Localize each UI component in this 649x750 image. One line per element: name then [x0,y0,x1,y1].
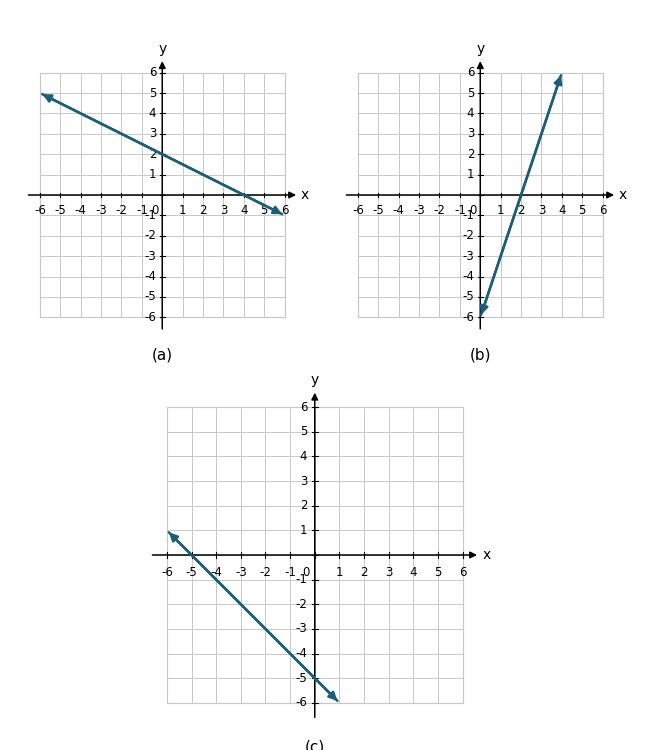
Text: 3: 3 [385,566,393,579]
Bar [167,407,463,703]
Text: 4: 4 [467,107,474,120]
Text: 1: 1 [300,524,308,537]
Text: 5: 5 [434,566,442,579]
Text: -1: -1 [144,209,156,222]
Text: 3: 3 [149,128,156,140]
Text: x: x [482,548,491,562]
Text: 3: 3 [538,204,545,218]
Text: 0: 0 [151,204,158,218]
Text: y: y [311,374,319,388]
Text: 5: 5 [578,204,586,218]
Text: 2: 2 [360,566,368,579]
Text: -3: -3 [95,204,107,218]
Text: 4: 4 [410,566,417,579]
Text: -4: -4 [144,270,156,283]
Text: -6: -6 [34,204,46,218]
Text: y: y [158,42,166,56]
Text: -2: -2 [462,230,474,242]
Text: 4: 4 [558,204,565,218]
Text: 4: 4 [149,107,156,120]
Text: 1: 1 [179,204,186,218]
Text: -3: -3 [462,250,474,262]
Bar [358,73,603,317]
Text: 3: 3 [300,475,308,488]
Text: 3: 3 [467,128,474,140]
Text: 1: 1 [467,168,474,181]
Text: -3: -3 [144,250,156,262]
Text: -4: -4 [393,204,404,218]
Text: -6: -6 [462,311,474,324]
Text: 6: 6 [599,204,606,218]
Text: (a): (a) [152,348,173,363]
Text: x: x [619,188,627,202]
Text: 2: 2 [149,148,156,160]
Text: 2: 2 [467,148,474,160]
Text: -4: -4 [210,566,222,579]
Text: x: x [301,188,309,202]
Text: -6: -6 [144,311,156,324]
Text: -4: -4 [462,270,474,283]
Text: -5: -5 [296,672,308,685]
Text: 4: 4 [300,450,308,463]
Text: 5: 5 [149,86,156,100]
Bar [40,73,285,317]
Text: -1: -1 [295,573,308,586]
Text: -2: -2 [434,204,445,218]
Text: -5: -5 [462,290,474,304]
Text: 0: 0 [469,204,476,218]
Text: 1: 1 [336,566,343,579]
Text: -3: -3 [413,204,425,218]
Text: -1: -1 [284,566,296,579]
Text: -4: -4 [75,204,86,218]
Text: 3: 3 [220,204,227,218]
Text: -2: -2 [260,566,271,579]
Text: 6: 6 [300,400,308,414]
Text: -3: -3 [235,566,247,579]
Text: -1: -1 [454,204,466,218]
Text: 5: 5 [467,86,474,100]
Text: -1: -1 [462,209,474,222]
Text: 2: 2 [300,500,308,512]
Text: 4: 4 [240,204,247,218]
Text: -2: -2 [295,598,308,610]
Text: -5: -5 [186,566,197,579]
Text: -6: -6 [295,696,308,709]
Text: y: y [476,42,484,56]
Text: 5: 5 [260,204,268,218]
Text: -2: -2 [116,204,127,218]
Text: -5: -5 [55,204,66,218]
Text: -2: -2 [144,230,156,242]
Text: (c): (c) [304,740,325,750]
Text: 0: 0 [302,566,310,579]
Text: -3: -3 [296,622,308,635]
Text: -1: -1 [136,204,148,218]
Text: 1: 1 [497,204,504,218]
Text: 6: 6 [467,66,474,79]
Text: -5: -5 [144,290,156,304]
Text: -5: -5 [373,204,384,218]
Text: -6: -6 [352,204,364,218]
Text: -4: -4 [295,647,308,660]
Text: 6: 6 [149,66,156,79]
Text: 2: 2 [199,204,207,218]
Text: 1: 1 [149,168,156,181]
Text: (b): (b) [469,348,491,363]
Text: 2: 2 [517,204,525,218]
Text: 6: 6 [459,566,467,579]
Text: -6: -6 [161,566,173,579]
Text: 5: 5 [300,425,308,438]
Text: 6: 6 [281,204,288,218]
